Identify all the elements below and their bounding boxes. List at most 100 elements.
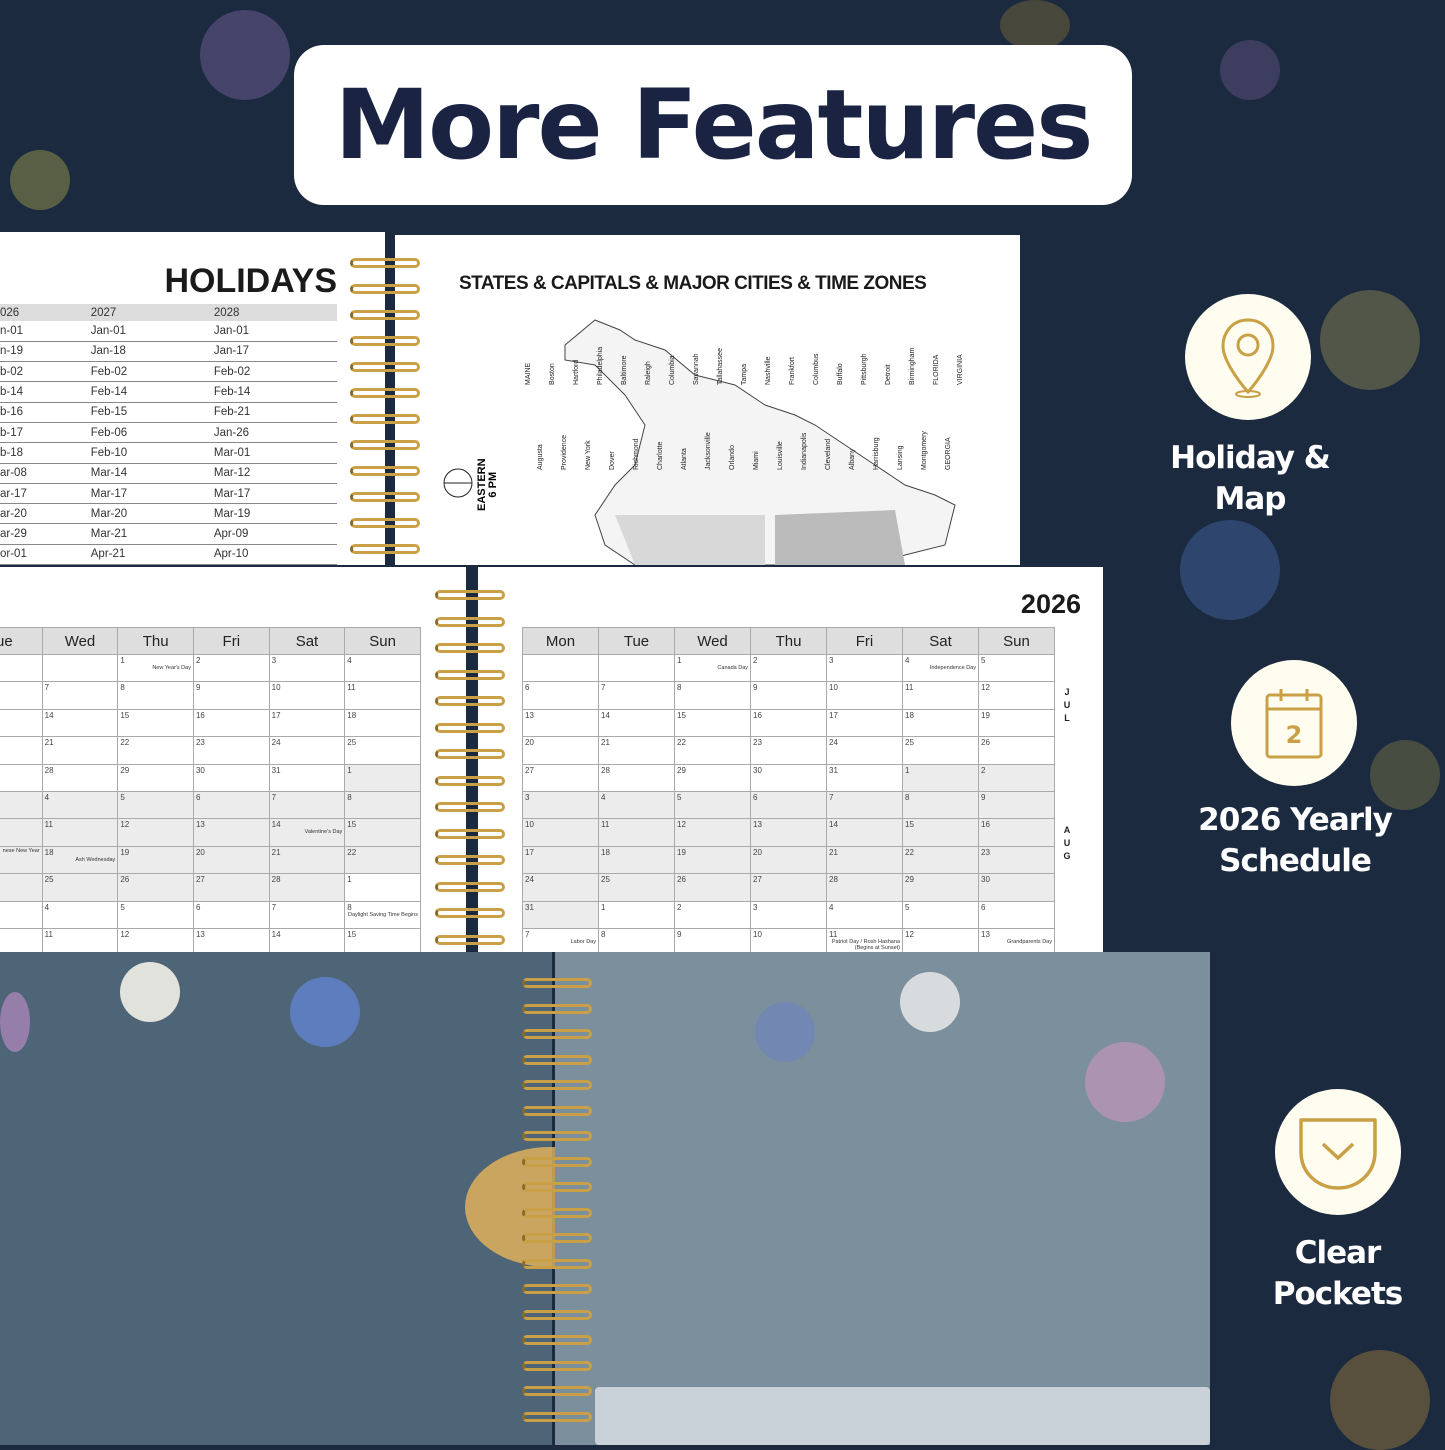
- calendar-day-cell[interactable]: 2: [750, 653, 827, 683]
- calendar-day-cell[interactable]: 17: [826, 708, 903, 738]
- calendar-day-cell[interactable]: 21: [598, 736, 675, 765]
- calendar-day-cell[interactable]: 15: [674, 708, 751, 738]
- calendar-day-cell[interactable]: 13: [192, 927, 270, 952]
- calendar-day-cell[interactable]: 18: [598, 845, 675, 875]
- calendar-day-cell[interactable]: [0, 927, 43, 952]
- calendar-day-cell[interactable]: 18: [902, 708, 979, 738]
- calendar-day-cell[interactable]: [0, 763, 43, 792]
- calendar-day-cell[interactable]: [0, 653, 43, 683]
- calendar-day-cell[interactable]: 16: [192, 708, 270, 738]
- calendar-day-cell[interactable]: 14: [826, 818, 903, 847]
- calendar-day-cell[interactable]: 27: [750, 873, 827, 902]
- calendar-day-cell[interactable]: 31: [268, 763, 346, 792]
- calendar-day-cell[interactable]: 19: [674, 845, 751, 875]
- calendar-day-cell[interactable]: 11: [598, 818, 675, 847]
- calendar-day-cell[interactable]: 4: [826, 900, 903, 929]
- calendar-day-cell[interactable]: 17: [522, 845, 599, 875]
- calendar-day-cell[interactable]: 25: [598, 873, 675, 902]
- calendar-day-cell[interactable]: 16: [978, 818, 1055, 847]
- calendar-day-cell[interactable]: 3: [522, 790, 599, 820]
- calendar-day-cell[interactable]: 9: [192, 681, 270, 710]
- calendar-day-cell[interactable]: 7 Labor Day: [522, 927, 599, 952]
- calendar-day-cell[interactable]: 26: [117, 873, 194, 902]
- calendar-day-cell[interactable]: 7: [598, 681, 675, 710]
- calendar-day-cell[interactable]: 22: [344, 845, 421, 875]
- calendar-day-cell[interactable]: 21: [268, 845, 346, 875]
- calendar-day-cell[interactable]: 10: [750, 927, 827, 952]
- calendar-day-cell[interactable]: 2: [978, 763, 1055, 792]
- calendar-day-cell[interactable]: 24: [268, 736, 346, 765]
- calendar-day-cell[interactable]: 7: [268, 790, 346, 820]
- calendar-day-cell[interactable]: 25: [344, 736, 421, 765]
- calendar-day-cell[interactable]: 5: [674, 790, 751, 820]
- calendar-day-cell[interactable]: 12: [902, 927, 979, 952]
- calendar-day-cell[interactable]: 6: [522, 681, 599, 710]
- calendar-day-cell[interactable]: 11: [344, 681, 421, 710]
- calendar-day-cell[interactable]: 30: [750, 763, 827, 792]
- calendar-day-cell[interactable]: 18 Ash Wednesday: [41, 845, 119, 875]
- calendar-day-cell[interactable]: 13: [192, 818, 270, 847]
- calendar-day-cell[interactable]: 8: [344, 790, 421, 820]
- calendar-day-cell[interactable]: 3: [750, 900, 827, 929]
- calendar-day-cell[interactable]: 4: [598, 790, 675, 820]
- calendar-day-cell[interactable]: 11: [41, 927, 119, 952]
- calendar-day-cell[interactable]: 20: [522, 736, 599, 765]
- calendar-day-cell[interactable]: 25: [41, 873, 119, 902]
- calendar-day-cell[interactable]: 13 Grandparents Day: [978, 927, 1055, 952]
- calendar-day-cell[interactable]: 24: [522, 873, 599, 902]
- calendar-day-cell[interactable]: 10: [522, 818, 599, 847]
- calendar-day-cell[interactable]: 25: [902, 736, 979, 765]
- calendar-day-cell[interactable]: 4: [344, 653, 421, 683]
- calendar-day-cell[interactable]: 13: [750, 818, 827, 847]
- calendar-day-cell[interactable]: [0, 708, 43, 738]
- calendar-day-cell[interactable]: 29: [902, 873, 979, 902]
- calendar-day-cell[interactable]: 8: [598, 927, 675, 952]
- calendar-day-cell[interactable]: 12: [978, 681, 1055, 710]
- calendar-day-cell[interactable]: 10: [268, 681, 346, 710]
- calendar-day-cell[interactable]: 20: [750, 845, 827, 875]
- calendar-day-cell[interactable]: 20: [192, 845, 270, 875]
- calendar-day-cell[interactable]: 15: [902, 818, 979, 847]
- calendar-day-cell[interactable]: 1: [598, 900, 675, 929]
- calendar-day-cell[interactable]: 14: [268, 927, 346, 952]
- calendar-day-cell[interactable]: 12: [674, 818, 751, 847]
- calendar-day-cell[interactable]: 31: [826, 763, 903, 792]
- calendar-day-cell[interactable]: 21: [826, 845, 903, 875]
- calendar-day-cell[interactable]: 7: [268, 900, 346, 929]
- calendar-day-cell[interactable]: 28: [598, 763, 675, 792]
- calendar-day-cell[interactable]: 8: [674, 681, 751, 710]
- calendar-day-cell[interactable]: 8 Daylight Saving Time Begins: [344, 900, 421, 929]
- calendar-day-cell[interactable]: 19: [117, 845, 194, 875]
- calendar-day-cell[interactable]: 6: [192, 900, 270, 929]
- calendar-day-cell[interactable]: 21: [41, 736, 119, 765]
- calendar-day-cell[interactable]: 14 Valentine's Day: [268, 818, 346, 847]
- calendar-day-cell[interactable]: 11: [41, 818, 119, 847]
- calendar-day-cell[interactable]: 17: [268, 708, 346, 738]
- calendar-day-cell[interactable]: 24: [826, 736, 903, 765]
- calendar-day-cell[interactable]: 16: [750, 708, 827, 738]
- calendar-day-cell[interactable]: 26: [674, 873, 751, 902]
- calendar-day-cell[interactable]: 29: [674, 763, 751, 792]
- calendar-day-cell[interactable]: 1: [344, 873, 421, 902]
- calendar-day-cell[interactable]: 1: [902, 763, 979, 792]
- calendar-day-cell[interactable]: 11 Patriot Day / Rosh Hashana (Begins at …: [826, 927, 903, 952]
- calendar-day-cell[interactable]: 22: [902, 845, 979, 875]
- calendar-day-cell[interactable]: 19: [978, 708, 1055, 738]
- calendar-day-cell[interactable]: 14: [41, 708, 119, 738]
- clear-pocket[interactable]: [555, 952, 1210, 1445]
- calendar-day-cell[interactable]: 5: [902, 900, 979, 929]
- calendar-day-cell[interactable]: 31: [522, 900, 599, 929]
- calendar-day-cell[interactable]: 7: [826, 790, 903, 820]
- calendar-day-cell[interactable]: 28: [826, 873, 903, 902]
- calendar-day-cell[interactable]: 27: [192, 873, 270, 902]
- calendar-day-cell[interactable]: [0, 818, 43, 847]
- calendar-day-cell[interactable]: [0, 873, 43, 902]
- calendar-day-cell[interactable]: 1: [344, 763, 421, 792]
- calendar-day-cell[interactable]: 2: [674, 900, 751, 929]
- calendar-day-cell[interactable]: 9: [750, 681, 827, 710]
- calendar-day-cell[interactable]: 13: [522, 708, 599, 738]
- calendar-day-cell[interactable]: 6: [192, 790, 270, 820]
- calendar-day-cell[interactable]: 7: [41, 681, 119, 710]
- calendar-day-cell[interactable]: [598, 653, 675, 683]
- calendar-day-cell[interactable]: 1 New Year's Day: [117, 653, 194, 683]
